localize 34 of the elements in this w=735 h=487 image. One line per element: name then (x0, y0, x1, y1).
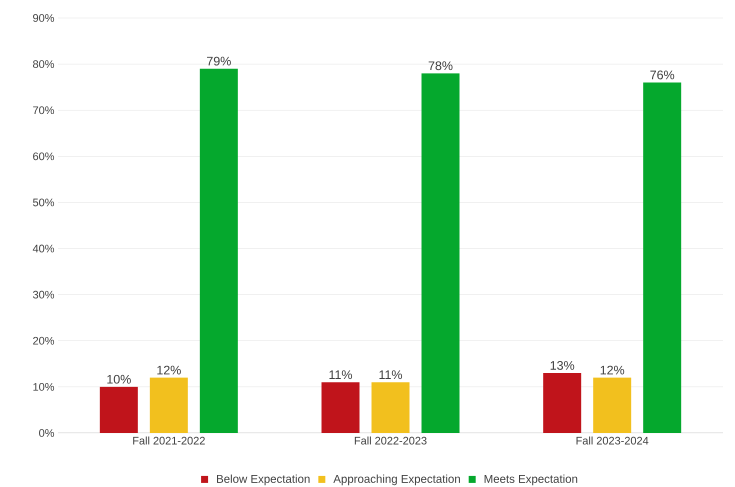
bar (593, 378, 632, 433)
x-tick-label: Fall 2022-2023 (354, 436, 427, 445)
y-tick-label: 20% (33, 336, 54, 345)
data-label: 12% (157, 366, 181, 374)
data-label: 11% (329, 370, 352, 380)
y-tick-label: 0% (39, 429, 54, 437)
y-tick-label: 70% (33, 106, 54, 114)
legend-label: Meets Expectation (484, 474, 578, 486)
bar (100, 386, 138, 433)
x-tick-label: Fall 2023-2024 (576, 436, 648, 445)
bar (643, 82, 682, 433)
data-label: 10% (107, 374, 131, 384)
y-tick-label: 30% (32, 290, 54, 299)
y-tick-label: 40% (32, 244, 54, 252)
y-tick-label: 60% (33, 152, 54, 160)
y-tick-label: 10% (33, 383, 54, 391)
bar (372, 382, 410, 433)
data-label: 13% (550, 361, 574, 370)
y-tick-label: 80% (33, 60, 54, 68)
bar (543, 373, 582, 433)
y-tick-label: 90% (33, 14, 54, 22)
data-label: 78% (428, 61, 453, 70)
legend-label: Below Expectation (217, 474, 310, 486)
bar (200, 68, 238, 433)
y-tick-label: 50% (32, 198, 54, 206)
x-tick-label: Fall 2021-2022 (133, 436, 205, 445)
bar (422, 73, 460, 433)
data-label: 76% (650, 70, 674, 80)
data-label: 12% (600, 366, 624, 374)
bar (150, 378, 188, 433)
data-label: 79% (207, 56, 231, 66)
legend-label: Approaching Expectation (333, 474, 460, 486)
bar (322, 382, 360, 433)
data-label: 11% (379, 370, 402, 380)
